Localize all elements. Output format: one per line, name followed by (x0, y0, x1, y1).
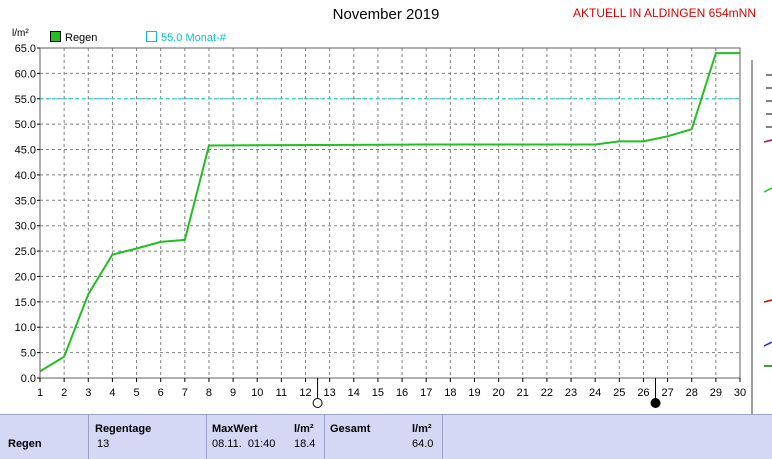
chart-title: November 2019 (332, 6, 440, 23)
x-tick-label: 27 (661, 387, 673, 399)
x-tick-label: 17 (420, 387, 432, 399)
y-tick-label: 40.0 (15, 170, 36, 182)
x-tick-label: 21 (517, 387, 529, 399)
x-tick-label: 13 (324, 387, 336, 399)
stats-panel: Regen Regentage 13 MaxWert l/m² 08.11. 0… (0, 414, 772, 459)
x-tick-label: 11 (276, 387, 287, 399)
x-tick-label: 26 (637, 387, 649, 399)
rain-chart: 0.0 5.0 10.0 15.0 20.0 25.0 30.0 35.0 40.0 45.0 50… (12, 28, 772, 414)
y-tick-label: 45.0 (15, 145, 36, 157)
stats-cell-gesamt: Gesamt l/m² 64.0 (324, 415, 443, 459)
legend-month-label: 55.0 Monat-# (161, 32, 226, 44)
legend-month-swatch (146, 31, 157, 42)
x-tick-label: 3 (85, 387, 91, 399)
x-tick-label: 16 (396, 387, 408, 399)
plot-border (39, 47, 741, 379)
x-tick-label: 9 (230, 387, 236, 399)
y-tick-label: 15.0 (15, 297, 36, 309)
edge-fragment-red (763, 139, 772, 143)
regentage-value: 13 (97, 438, 110, 450)
y-tick-label: 5.0 (21, 348, 36, 360)
x-tick-label: 5 (133, 387, 139, 399)
x-tick-label: 20 (492, 387, 504, 399)
series-group (39, 52, 740, 373)
edge-fragment-blue (763, 341, 772, 347)
legend-rain: Regen (50, 31, 97, 44)
moon-markers (312, 378, 661, 408)
y-tick-label: 50.0 (15, 119, 36, 131)
x-tick-label: 4 (109, 387, 115, 399)
stats-cell-label: Regen (0, 415, 89, 459)
y-tick-label: 30.0 (15, 221, 36, 233)
stats-cell-regentage: Regentage 13 (88, 415, 207, 459)
y-tick-label: 55.0 (15, 94, 36, 106)
edge-fragment-red-2 (763, 299, 772, 303)
y-tick-label: 20.0 (15, 271, 36, 283)
y-tick-label: 35.0 (15, 195, 36, 207)
x-tick-label: 6 (158, 387, 164, 399)
x-tick-label: 19 (468, 387, 480, 399)
x-tick-label: 14 (348, 387, 360, 399)
series-line-regen (39, 52, 740, 373)
new-moon-icon (650, 398, 661, 408)
x-tick-label: 28 (686, 387, 698, 399)
station-label: AKTUELL IN ALDINGEN 654mNN (573, 6, 756, 20)
x-tick-label: 2 (61, 387, 67, 399)
x-tick-label: 1 (37, 387, 43, 399)
y-tick-label: 25.0 (15, 246, 36, 258)
gesamt-header: Gesamt (330, 423, 371, 435)
y-tick-label: 0.0 (21, 373, 36, 385)
y-tick-label: 10.0 (15, 322, 36, 334)
legend-rain-label: Regen (65, 32, 98, 44)
regentage-header: Regentage (95, 423, 152, 435)
x-tick-label: 29 (710, 387, 722, 399)
y-tick-label: 65.0 (15, 43, 36, 55)
maxwert-value: 18.4 (294, 438, 316, 450)
grid (40, 48, 740, 378)
maxwert-header: MaxWert (212, 423, 258, 435)
gesamt-value: 64.0 (412, 438, 434, 450)
right-edge-fragments (751, 60, 772, 414)
y-axis-label: l/m² (12, 28, 29, 39)
maxwert-time: 08.11. 01:40 (212, 438, 276, 450)
x-tick-label: 22 (541, 387, 553, 399)
stats-row-label: Regen (8, 438, 42, 450)
y-tick-label: 60.0 (15, 68, 36, 80)
x-tick-label: 12 (299, 387, 311, 399)
x-tick-label: 30 (734, 387, 746, 399)
x-tick-label: 23 (565, 387, 577, 399)
x-tick-label: 15 (372, 387, 384, 399)
full-moon-icon (312, 398, 323, 408)
x-tick-label: 7 (182, 387, 188, 399)
edge-fragment-green (763, 187, 772, 193)
maxwert-unit: l/m² (294, 423, 314, 435)
legend-rain-swatch (50, 31, 61, 42)
y-axis: 0.0 5.0 10.0 15.0 20.0 25.0 30.0 35.0 40.0 45.0 50… (15, 43, 40, 385)
stats-cell-maxwert: MaxWert l/m² 08.11. 01:40 18.4 (206, 415, 325, 459)
x-tick-label: 25 (613, 387, 625, 399)
x-tick-label: 18 (444, 387, 456, 399)
x-tick-label: 10 (251, 387, 263, 399)
legend-month: 55.0 Monat-# (146, 31, 226, 44)
x-axis: 1 2 3 4 5 6 7 8 9 10 11 12 13 14 15 16 17 18 19 20 21 22 23 24 2… (37, 378, 746, 399)
plot-frame (39, 47, 741, 379)
x-tick-label: 24 (589, 387, 601, 399)
x-tick-label: 8 (206, 387, 212, 399)
gesamt-unit: l/m² (412, 423, 432, 435)
